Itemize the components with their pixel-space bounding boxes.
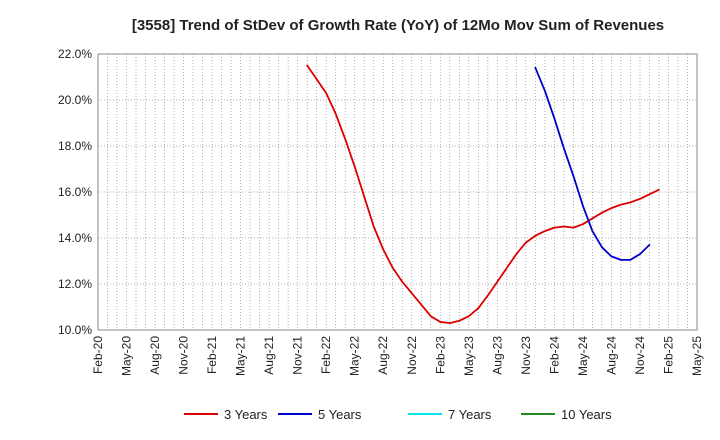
plot-border — [97, 53, 698, 331]
x-tick-label: Nov-24 — [633, 336, 647, 375]
x-tick-label: Feb-25 — [661, 336, 675, 374]
legend-label-3-years: 3 Years — [224, 407, 268, 422]
legend-label-7-years: 7 Years — [448, 407, 492, 422]
y-tick-label: 16.0% — [58, 185, 92, 199]
x-tick-label: May-20 — [120, 336, 134, 376]
chart-title: [3558] Trend of StDev of Growth Rate (Yo… — [132, 17, 664, 34]
legend: 3 Years 5 Years 7 Years 10 Years — [184, 407, 612, 422]
x-tick-label: Aug-24 — [604, 336, 618, 375]
x-tick-label: Nov-23 — [519, 336, 533, 375]
y-tick-label: 12.0% — [58, 277, 92, 291]
legend-label-5-years: 5 Years — [318, 407, 362, 422]
x-tick-label: Nov-21 — [291, 336, 305, 375]
x-tick-label: Feb-22 — [319, 336, 333, 374]
x-tick-label: May-25 — [690, 336, 704, 376]
y-tick-label: 14.0% — [58, 231, 92, 245]
x-tick-label: May-24 — [576, 336, 590, 376]
y-tick-label: 20.0% — [58, 93, 92, 107]
series-line-3-years — [306, 64, 660, 325]
x-tick-label: Nov-22 — [405, 336, 419, 375]
x-tick-label: May-23 — [462, 336, 476, 376]
y-tick-label: 18.0% — [58, 139, 92, 153]
y-tick-label: 10.0% — [58, 323, 92, 337]
plot-area — [98, 54, 697, 330]
x-tick-label: May-21 — [234, 336, 248, 376]
x-tick-label: Feb-23 — [433, 336, 447, 374]
x-tick-label: Aug-20 — [148, 336, 162, 375]
series-layer — [306, 64, 660, 325]
x-tick-label: Feb-20 — [91, 336, 105, 374]
x-tick-label: Aug-21 — [262, 336, 276, 375]
x-tick-label: Aug-23 — [490, 336, 504, 375]
x-tick-label: Aug-22 — [376, 336, 390, 375]
x-tick-label: Nov-20 — [177, 336, 191, 375]
legend-label-10-years: 10 Years — [561, 407, 612, 422]
grid-layer — [98, 53, 697, 331]
x-tick-label: Feb-24 — [547, 336, 561, 374]
x-tick-label: May-22 — [348, 336, 362, 376]
series-line-5-years — [534, 66, 651, 261]
x-tick-label: Feb-21 — [205, 336, 219, 374]
y-tick-label: 22.0% — [58, 47, 92, 61]
axis-layer: 10.0% 12.0% 14.0% 16.0% 18.0% 20.0% 22.0% Feb-2… — [58, 47, 704, 376]
